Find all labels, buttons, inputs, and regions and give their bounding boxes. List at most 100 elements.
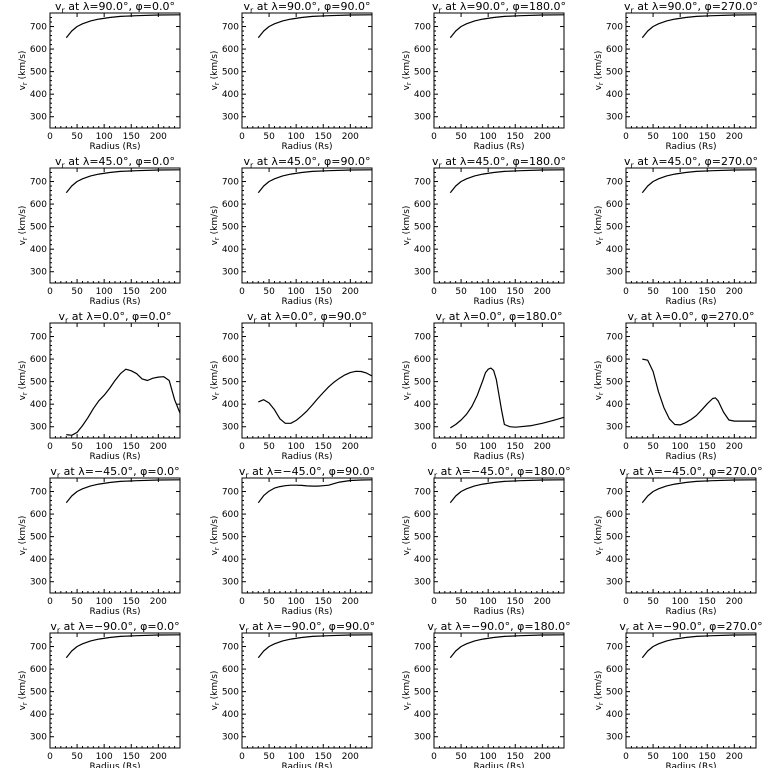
series-line [641, 14, 757, 39]
plot-frame [241, 12, 373, 129]
y-tick-label: 500 [414, 68, 431, 78]
y-tick-label: 600 [606, 665, 623, 675]
series-line [449, 634, 565, 659]
y-tick-label: 300 [222, 578, 239, 588]
series-line [641, 479, 757, 504]
y-tick-label: 300 [606, 733, 623, 743]
panel-title: vr at λ=45.0°, φ=270.0° [624, 155, 758, 170]
chart-panel: vr at λ=−45.0°, φ=270.0° 0 50 100 150 200 300 4… [594, 465, 763, 617]
x-tick-label: 100 [96, 597, 113, 607]
x-axis-label: Radius (Rs) [665, 142, 716, 152]
y-tick-label: 300 [606, 268, 623, 278]
chart-panel: vr at λ=45.0°, φ=90.0° 0 50 100 150 200 300 400… [210, 155, 373, 307]
x-axis-label: Radius (Rs) [281, 297, 332, 307]
chart-panel: vr at λ=45.0°, φ=0.0° 0 50 100 150 200 300 400 5… [18, 155, 181, 307]
y-tick-label: 700 [414, 178, 431, 188]
x-tick-label: 200 [726, 597, 743, 607]
x-tick-label: 0 [431, 597, 437, 607]
plot-frame [241, 167, 373, 284]
x-axis-label: Radius (Rs) [89, 452, 140, 462]
y-tick-label: 300 [30, 733, 47, 743]
y-tick-label: 600 [222, 45, 239, 55]
y-tick-label: 600 [222, 510, 239, 520]
x-tick-label: 0 [623, 442, 629, 452]
x-tick-label: 0 [431, 442, 437, 452]
y-tick-label: 500 [30, 68, 47, 78]
x-tick-label: 200 [534, 442, 551, 452]
title-subscript: r [61, 6, 65, 15]
y-tick-label: 600 [606, 200, 623, 210]
x-tick-label: 150 [507, 442, 524, 452]
y-tick-label: 300 [414, 733, 431, 743]
y-axis-label: vr (km/s) [594, 671, 605, 711]
title-subscript: r [245, 626, 249, 635]
y-tick-label: 300 [606, 113, 623, 123]
x-tick-label: 100 [288, 287, 305, 297]
y-axis-label: vr (km/s) [18, 516, 29, 556]
y-tick-label: 700 [414, 643, 431, 653]
y-tick-label: 600 [606, 355, 623, 365]
x-axis-label: Radius (Rs) [665, 297, 716, 307]
chart-panel: vr at λ=−45.0°, φ=0.0° 0 50 100 150 200 300 400… [18, 465, 181, 617]
x-tick-label: 0 [47, 132, 53, 142]
x-tick-label: 150 [699, 752, 716, 762]
chart-panel: vr at λ=90.0°, φ=270.0° 0 50 100 150 200 300 40… [594, 0, 758, 152]
y-tick-label: 400 [30, 90, 47, 100]
x-tick-label: 200 [726, 287, 743, 297]
panel-title: vr at λ=0.0°, φ=0.0° [58, 310, 171, 325]
x-tick-label: 150 [123, 752, 140, 762]
x-tick-label: 0 [431, 132, 437, 142]
x-tick-label: 200 [150, 752, 167, 762]
x-axis-label: Radius (Rs) [473, 762, 524, 768]
y-tick-label: 400 [222, 90, 239, 100]
y-tick-label: 300 [414, 423, 431, 433]
title-subscript: r [442, 316, 446, 325]
series-line [65, 634, 181, 659]
title-v: v [58, 310, 65, 323]
x-tick-label: 50 [647, 442, 659, 452]
x-tick-label: 200 [534, 287, 551, 297]
panel-title: vr at λ=−90.0°, φ=270.0° [619, 620, 762, 635]
x-tick-label: 50 [71, 597, 83, 607]
title-rest: at λ=90.0°, φ=270.0° [634, 0, 758, 13]
y-tick-label: 500 [222, 378, 239, 388]
x-tick-label: 0 [431, 752, 437, 762]
x-tick-label: 0 [623, 132, 629, 142]
x-tick-label: 100 [480, 132, 497, 142]
title-subscript: r [630, 161, 634, 170]
y-tick-label: 500 [606, 533, 623, 543]
y-tick-label: 700 [30, 488, 47, 498]
y-tick-label: 400 [30, 400, 47, 410]
panel-title: vr at λ=45.0°, φ=0.0° [55, 155, 175, 170]
x-tick-label: 150 [699, 597, 716, 607]
series-line [642, 358, 756, 426]
plot-frame [241, 322, 373, 439]
y-tick-label: 400 [30, 710, 47, 720]
y-axis-label: vr (km/s) [18, 671, 29, 711]
y-tick-label: 700 [222, 23, 239, 33]
title-v: v [243, 0, 250, 13]
y-tick-label: 700 [30, 178, 47, 188]
series-line [65, 169, 181, 194]
title-subscript: r [61, 161, 65, 170]
series-line [258, 370, 373, 424]
x-tick-label: 100 [480, 752, 497, 762]
x-tick-label: 150 [123, 132, 140, 142]
chart-panel: vr at λ=−90.0°, φ=90.0° 0 50 100 150 200 300 40… [210, 620, 375, 768]
y-tick-label: 300 [222, 268, 239, 278]
y-tick-label: 400 [606, 710, 623, 720]
y-tick-label: 600 [30, 665, 47, 675]
plot-frame [433, 322, 565, 439]
chart-panel: vr at λ=45.0°, φ=270.0° 0 50 100 150 200 300 40… [594, 155, 758, 307]
x-tick-label: 150 [123, 597, 140, 607]
x-tick-label: 0 [239, 442, 245, 452]
panel-title: vr at λ=90.0°, φ=180.0° [432, 0, 566, 15]
title-subscript: r [634, 316, 638, 325]
title-rest: at λ=−45.0°, φ=270.0° [629, 465, 762, 478]
x-axis-label: Radius (Rs) [281, 452, 332, 462]
title-v: v [619, 620, 626, 633]
title-rest: at λ=90.0°, φ=180.0° [442, 0, 566, 13]
y-tick-label: 300 [30, 268, 47, 278]
series-line [257, 169, 373, 194]
title-subscript: r [630, 6, 634, 15]
